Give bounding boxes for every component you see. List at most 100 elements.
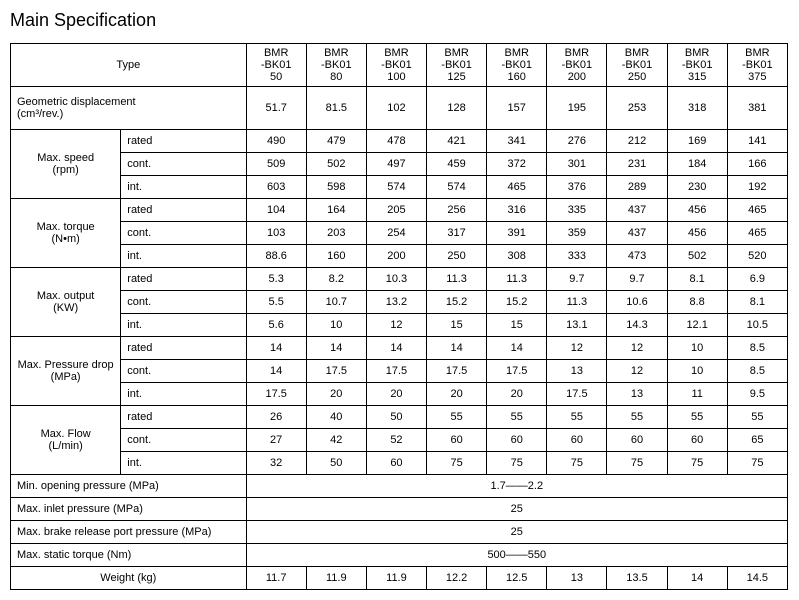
cell: 42 — [306, 429, 366, 452]
cell: 75 — [547, 452, 607, 475]
flow-label: Max. Flow (L/min) — [11, 406, 121, 475]
model-5: BMR -BK01 200 — [547, 44, 607, 87]
cell: 372 — [487, 153, 547, 176]
cell: 184 — [667, 153, 727, 176]
cell: 212 — [607, 130, 667, 153]
cell: 459 — [427, 153, 487, 176]
cell: 11.3 — [547, 291, 607, 314]
sub-int: int. — [121, 245, 246, 268]
cell: 15.2 — [427, 291, 487, 314]
cell: 359 — [547, 222, 607, 245]
cell: 11.3 — [427, 268, 487, 291]
cell: 20 — [427, 383, 487, 406]
cell: 17.5 — [246, 383, 306, 406]
cell: 14 — [427, 337, 487, 360]
max-brake-value: 25 — [246, 521, 787, 544]
cell: 8.2 — [306, 268, 366, 291]
cell: 17.5 — [487, 360, 547, 383]
cell: 81.5 — [306, 87, 366, 130]
cell: 27 — [246, 429, 306, 452]
max-brake-label: Max. brake release port pressure (MPa) — [11, 521, 247, 544]
geo-label: Geometric displacement (cm³/rev.) — [11, 87, 247, 130]
cell: 603 — [246, 176, 306, 199]
cell: 166 — [727, 153, 787, 176]
cell: 65 — [727, 429, 787, 452]
cell: 11.9 — [366, 567, 426, 590]
cell: 10 — [306, 314, 366, 337]
cell: 12.5 — [487, 567, 547, 590]
cell: 20 — [366, 383, 426, 406]
min-open-value: 1.7——2.2 — [246, 475, 787, 498]
model-1: BMR -BK01 80 — [306, 44, 366, 87]
cell: 256 — [427, 199, 487, 222]
cell: 473 — [607, 245, 667, 268]
cell: 14 — [366, 337, 426, 360]
cell: 479 — [306, 130, 366, 153]
cell: 40 — [306, 406, 366, 429]
cell: 75 — [727, 452, 787, 475]
cell: 50 — [306, 452, 366, 475]
cell: 5.5 — [246, 291, 306, 314]
cell: 14.5 — [727, 567, 787, 590]
cell: 230 — [667, 176, 727, 199]
cell: 6.9 — [727, 268, 787, 291]
cell: 9.7 — [607, 268, 667, 291]
cell: 10.6 — [607, 291, 667, 314]
cell: 5.6 — [246, 314, 306, 337]
cell: 15 — [427, 314, 487, 337]
cell: 26 — [246, 406, 306, 429]
cell: 502 — [306, 153, 366, 176]
cell: 20 — [487, 383, 547, 406]
cell: 12.2 — [427, 567, 487, 590]
type-header: Type — [11, 44, 247, 87]
cell: 9.5 — [727, 383, 787, 406]
cell: 102 — [366, 87, 426, 130]
cell: 20 — [306, 383, 366, 406]
cell: 509 — [246, 153, 306, 176]
cell: 8.1 — [667, 268, 727, 291]
cell: 60 — [547, 429, 607, 452]
cell: 490 — [246, 130, 306, 153]
cell: 502 — [667, 245, 727, 268]
cell: 14 — [306, 337, 366, 360]
cell: 10.5 — [727, 314, 787, 337]
cell: 8.5 — [727, 337, 787, 360]
cell: 13.1 — [547, 314, 607, 337]
cell: 55 — [427, 406, 487, 429]
sub-cont: cont. — [121, 291, 246, 314]
cell: 333 — [547, 245, 607, 268]
cell: 60 — [667, 429, 727, 452]
cell: 381 — [727, 87, 787, 130]
cell: 11 — [667, 383, 727, 406]
min-open-label: Min. opening pressure (MPa) — [11, 475, 247, 498]
sub-rated: rated — [121, 268, 246, 291]
cell: 17.5 — [427, 360, 487, 383]
cell: 465 — [727, 199, 787, 222]
cell: 14 — [246, 337, 306, 360]
cell: 55 — [667, 406, 727, 429]
cell: 160 — [306, 245, 366, 268]
sub-int: int. — [121, 314, 246, 337]
sub-cont: cont. — [121, 360, 246, 383]
cell: 318 — [667, 87, 727, 130]
cell: 75 — [427, 452, 487, 475]
cell: 55 — [607, 406, 667, 429]
cell: 598 — [306, 176, 366, 199]
cell: 13.5 — [607, 567, 667, 590]
cell: 8.5 — [727, 360, 787, 383]
model-7: BMR -BK01 315 — [667, 44, 727, 87]
cell: 10 — [667, 360, 727, 383]
cell: 465 — [727, 222, 787, 245]
cell: 17.5 — [306, 360, 366, 383]
weight-label: Weight (kg) — [11, 567, 247, 590]
cell: 9.7 — [547, 268, 607, 291]
cell: 465 — [487, 176, 547, 199]
cell: 301 — [547, 153, 607, 176]
cell: 15.2 — [487, 291, 547, 314]
sub-int: int. — [121, 383, 246, 406]
page-title: Main Specification — [10, 10, 789, 31]
cell: 11.9 — [306, 567, 366, 590]
spec-table: Type BMR -BK01 50 BMR -BK01 80 BMR -BK01… — [10, 43, 788, 590]
cell: 192 — [727, 176, 787, 199]
model-2: BMR -BK01 100 — [366, 44, 426, 87]
